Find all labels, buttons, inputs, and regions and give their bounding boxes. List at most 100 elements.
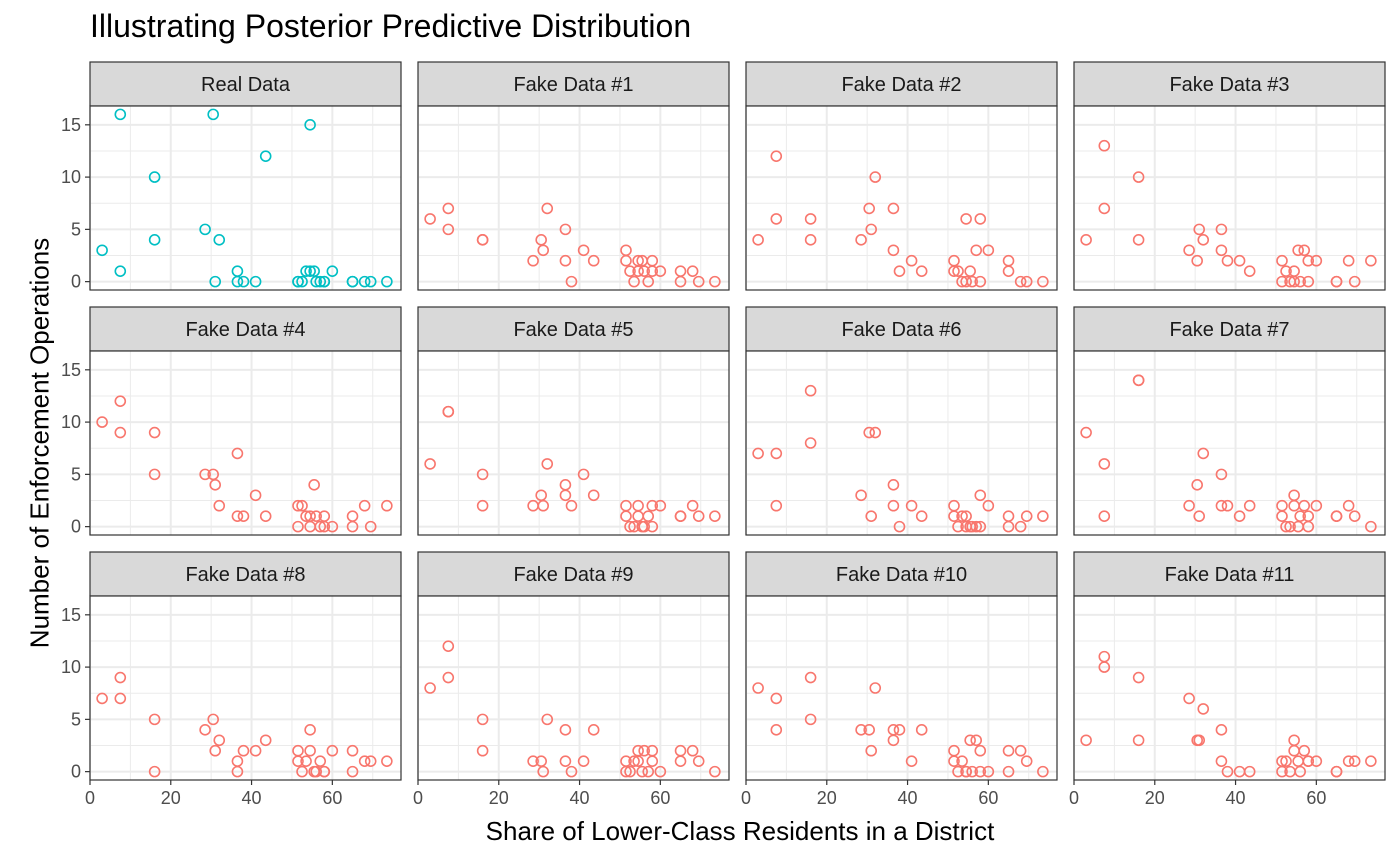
facet-panel: Fake Data #2	[745, 61, 1058, 291]
data-point	[1302, 510, 1315, 522]
data-point	[148, 713, 161, 726]
facet-strip	[1073, 551, 1386, 597]
data-point	[646, 499, 659, 512]
data-point	[1215, 244, 1228, 257]
data-point	[1221, 765, 1234, 778]
data-point	[1132, 374, 1145, 387]
panel-border	[417, 595, 730, 781]
panel-border	[1073, 350, 1386, 536]
data-point	[424, 213, 436, 225]
data-point	[1098, 458, 1111, 470]
x-tick-label: 40	[570, 788, 590, 808]
data-point	[674, 275, 687, 288]
x-tick-label: 20	[161, 788, 181, 808]
data-point	[114, 426, 127, 439]
x-tick-label: 0	[741, 788, 751, 808]
data-point	[209, 744, 222, 757]
data-point	[948, 510, 960, 522]
x-tick-label: 20	[817, 788, 837, 808]
data-point	[1302, 254, 1315, 267]
data-point	[642, 765, 655, 778]
data-point	[752, 447, 764, 460]
data-point	[358, 499, 371, 512]
data-point	[642, 510, 655, 522]
facet-strip	[89, 306, 402, 352]
data-point	[960, 765, 972, 778]
panel-border	[89, 595, 402, 781]
y-tick-label: 10	[61, 657, 81, 677]
x-tick-label: 40	[1226, 788, 1246, 808]
x-tick-label: 60	[978, 788, 998, 808]
data-point	[231, 510, 244, 522]
data-point	[804, 437, 817, 449]
data-point	[855, 724, 867, 736]
facet-strip	[1073, 61, 1386, 107]
data-point	[537, 765, 550, 778]
data-point	[577, 468, 590, 481]
data-point	[1215, 499, 1228, 512]
panel-background	[90, 351, 401, 535]
data-point	[632, 265, 644, 277]
data-point	[541, 458, 554, 470]
data-point	[974, 489, 987, 502]
data-point	[318, 520, 331, 533]
facet-strip	[417, 61, 730, 107]
y-tick-label: 5	[71, 464, 81, 484]
data-point	[381, 755, 393, 767]
data-point	[1132, 671, 1145, 684]
panel-border	[745, 105, 1058, 291]
data-point	[863, 202, 875, 215]
data-point	[966, 765, 978, 778]
data-point	[96, 244, 108, 257]
data-point	[199, 724, 211, 736]
data-point	[207, 713, 219, 726]
data-point	[1037, 765, 1049, 778]
data-point	[1215, 223, 1228, 236]
data-point	[709, 275, 721, 288]
data-point	[1342, 755, 1355, 767]
data-point	[620, 510, 632, 522]
data-point	[381, 275, 393, 288]
data-point	[632, 755, 644, 767]
panel-background	[1074, 596, 1385, 780]
data-point	[249, 489, 262, 502]
x-tick-label: 0	[1069, 788, 1079, 808]
data-point	[346, 510, 359, 522]
data-point	[646, 744, 659, 757]
data-point	[1014, 520, 1027, 533]
data-point	[249, 275, 262, 288]
facet-strip-label: Fake Data #2	[841, 74, 961, 96]
panel-background	[1074, 351, 1385, 535]
panel-border	[745, 595, 1058, 781]
data-point	[364, 755, 377, 767]
data-point	[300, 265, 312, 277]
data-point	[956, 755, 968, 767]
data-point	[148, 468, 161, 481]
data-point	[654, 499, 667, 512]
data-point	[770, 692, 783, 705]
data-point	[476, 499, 489, 512]
data-point	[970, 520, 983, 533]
facet-strip-label: Fake Data #7	[1169, 319, 1289, 341]
data-point	[887, 479, 900, 491]
y-tick-label: 10	[61, 412, 81, 432]
data-point	[970, 734, 983, 747]
data-point	[915, 265, 928, 277]
data-point	[865, 510, 878, 522]
facet-strip-label: Fake Data #8	[185, 564, 305, 586]
facet-panel: Fake Data #9 0 20 40 60	[413, 551, 730, 808]
data-point	[304, 744, 316, 757]
data-point	[1365, 520, 1377, 533]
data-point	[1197, 234, 1210, 246]
data-point	[905, 755, 918, 767]
data-point	[296, 499, 308, 512]
x-tick-label: 60	[1306, 788, 1326, 808]
data-point	[654, 265, 667, 277]
data-point	[1298, 499, 1311, 512]
panel-background	[90, 106, 401, 290]
facet-strip	[745, 306, 1058, 352]
data-point	[1302, 275, 1315, 288]
data-point	[804, 234, 817, 246]
data-point	[304, 265, 316, 277]
